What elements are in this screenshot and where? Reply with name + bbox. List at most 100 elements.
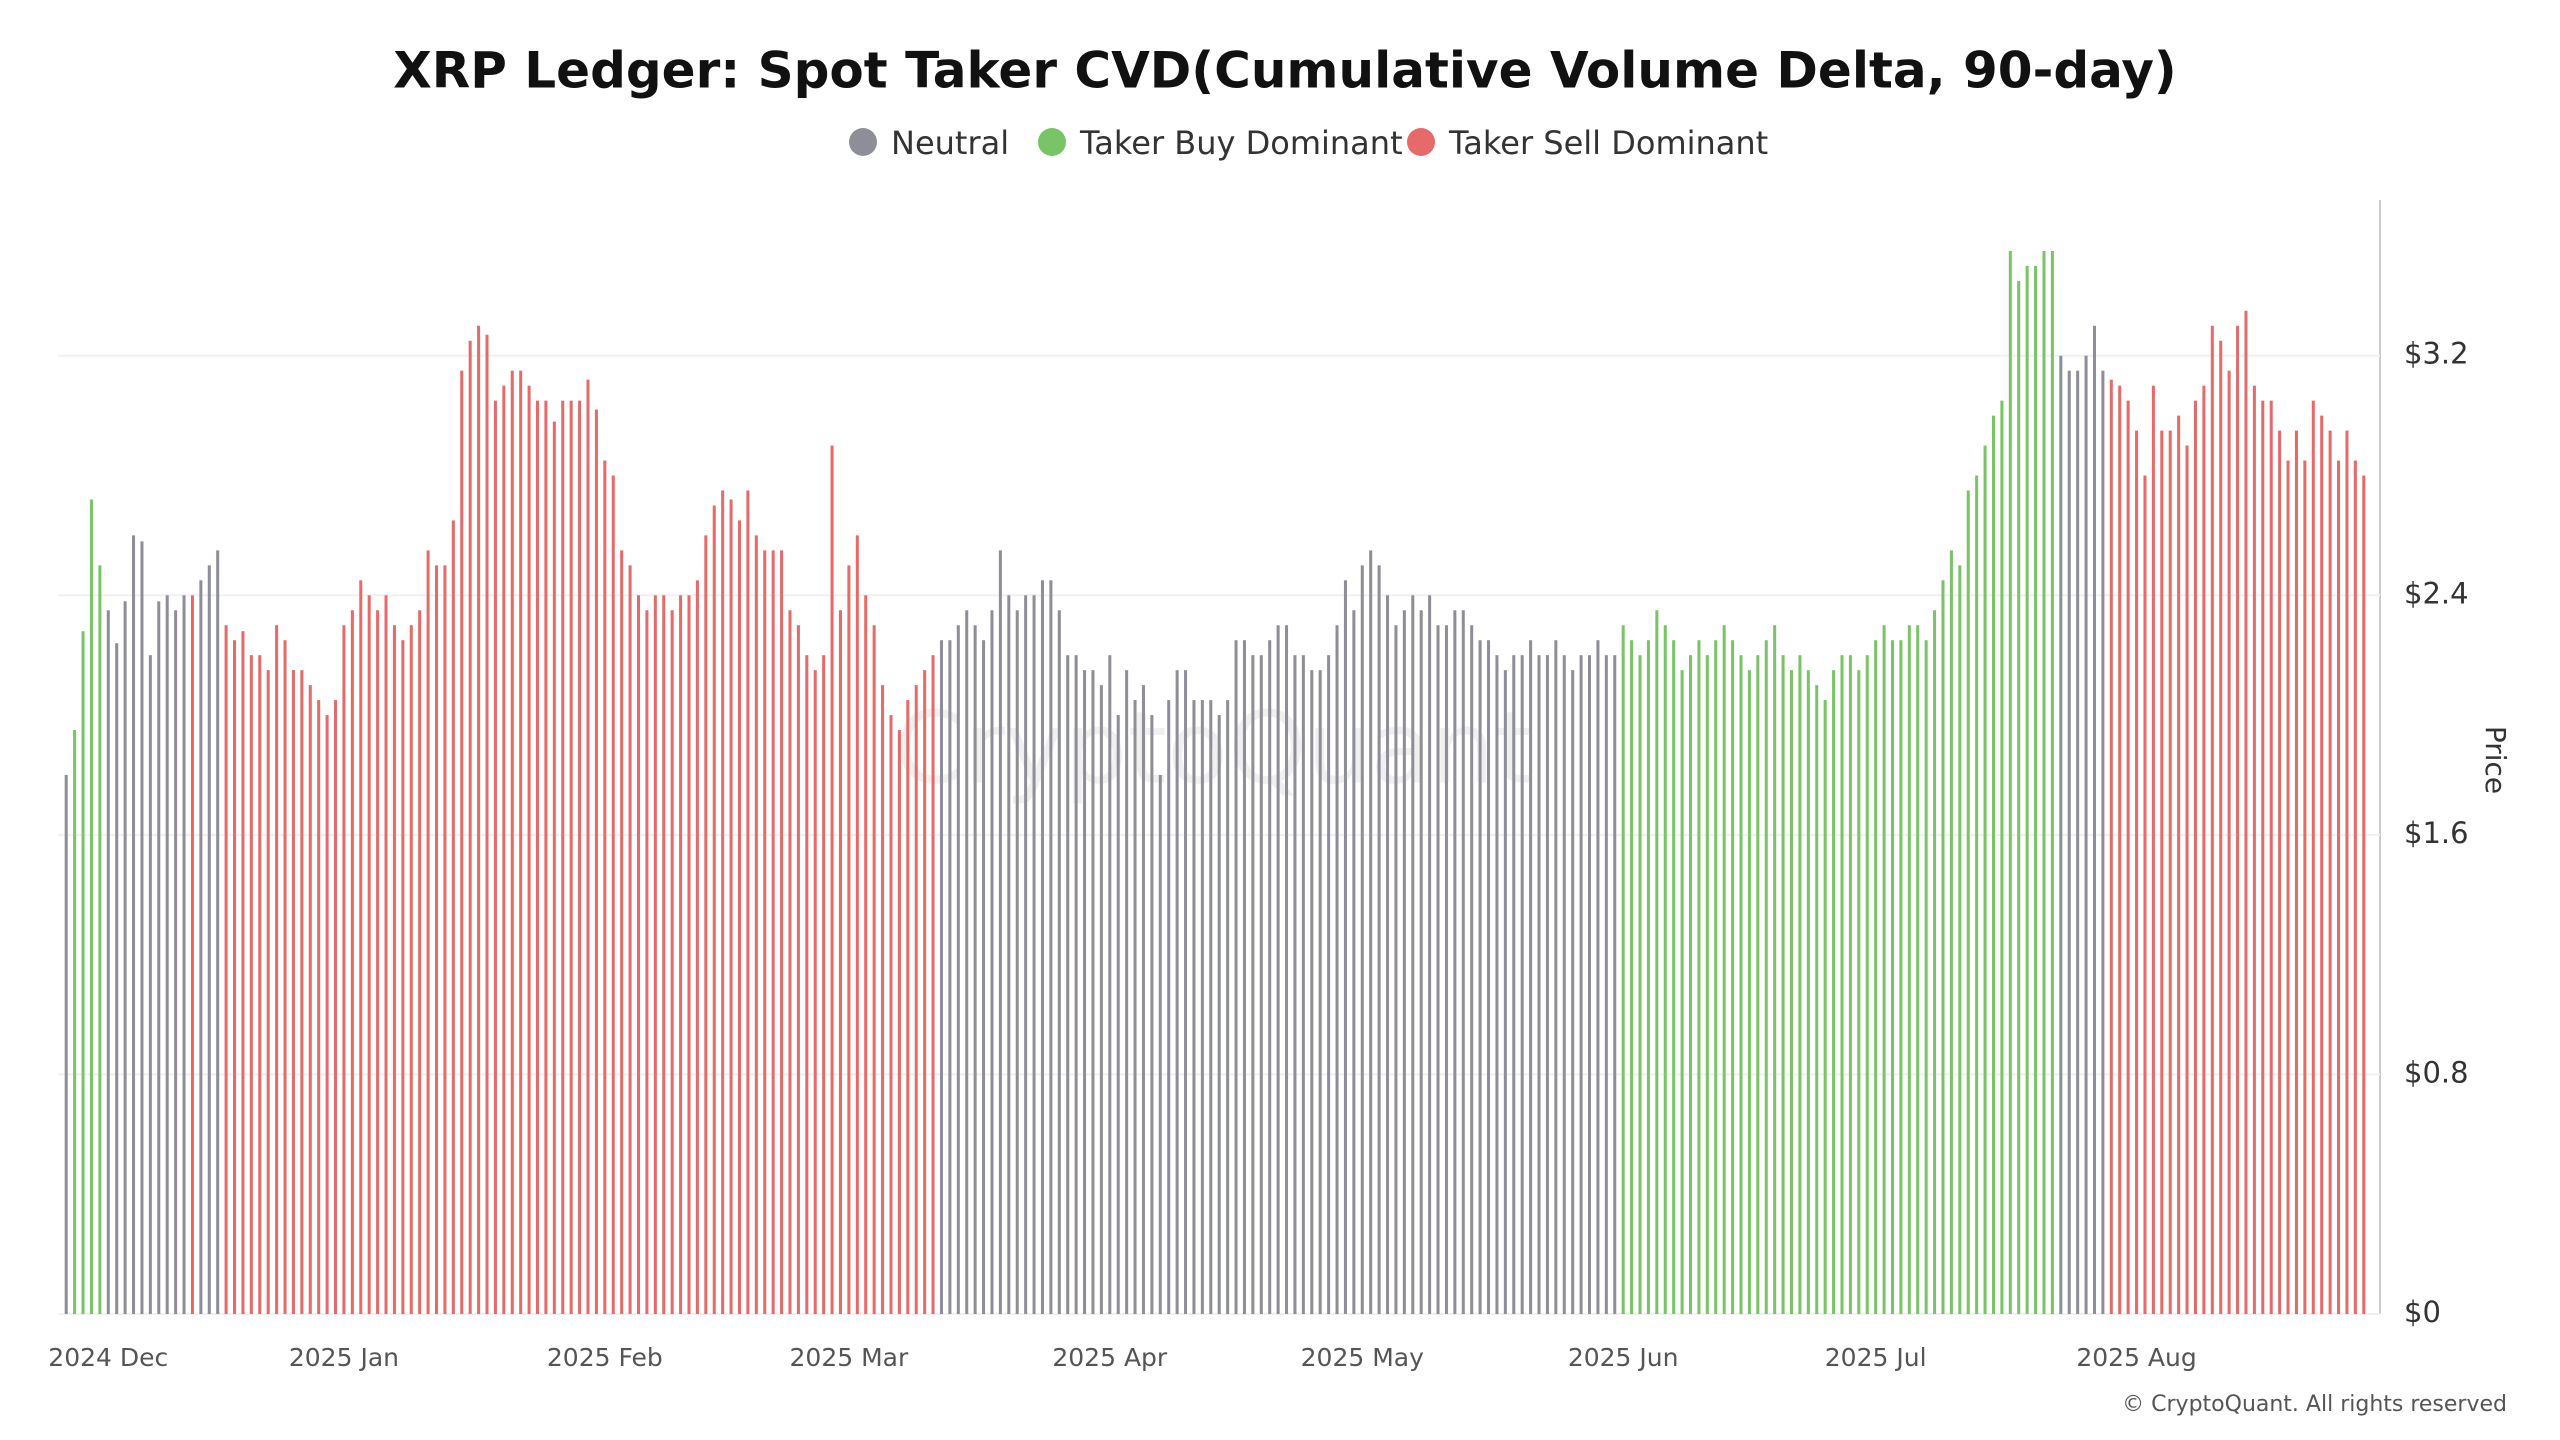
bar	[89, 499, 93, 1314]
bar	[1268, 640, 1272, 1314]
bar	[1293, 655, 1297, 1314]
bar	[1587, 655, 1592, 1314]
bar	[2151, 385, 2155, 1315]
bar	[1335, 625, 1339, 1314]
bar	[788, 610, 792, 1314]
bar	[1495, 655, 1499, 1314]
bar	[1461, 610, 1465, 1314]
bar	[1646, 640, 1650, 1314]
bar	[1453, 610, 1457, 1314]
bar	[561, 400, 565, 1314]
bar	[1209, 700, 1213, 1314]
bar	[140, 541, 144, 1314]
bar	[1596, 640, 1600, 1314]
bar	[1890, 640, 1895, 1314]
bar	[1512, 655, 1516, 1314]
bar	[199, 580, 203, 1314]
bar	[603, 460, 607, 1315]
bar	[2126, 400, 2130, 1314]
bar	[1840, 655, 1844, 1314]
x-tick-label: 2024 Dec	[48, 1343, 168, 1372]
bar	[982, 640, 986, 1314]
bar	[721, 490, 725, 1314]
bar	[350, 610, 354, 1314]
bar	[1057, 610, 1061, 1314]
x-tick-label: 2025 May	[1301, 1343, 1424, 1372]
bar	[780, 550, 784, 1314]
bar	[754, 535, 758, 1314]
bar	[1874, 640, 1878, 1314]
legend-label: Taker Buy Dominant	[1079, 124, 1403, 162]
bar	[1091, 670, 1095, 1314]
bar	[1806, 670, 1810, 1314]
bar	[2109, 379, 2113, 1314]
bar	[275, 625, 279, 1314]
bar	[1276, 625, 1280, 1314]
bar	[636, 595, 641, 1314]
bar	[1882, 625, 1886, 1314]
bar	[704, 535, 708, 1314]
bar	[1604, 655, 1608, 1314]
bar	[73, 730, 77, 1314]
bar	[2210, 325, 2214, 1315]
bar	[2160, 430, 2164, 1314]
bar	[1242, 640, 1246, 1314]
bar	[1697, 640, 1701, 1314]
bar	[1200, 700, 1204, 1314]
bar	[1562, 655, 1566, 1314]
bar	[468, 340, 472, 1314]
bar	[1672, 640, 1676, 1314]
bar	[1571, 670, 1575, 1314]
bar	[956, 625, 960, 1314]
legend-item: Taker Buy Dominant	[1038, 124, 1403, 162]
y-tick-label: $0	[2404, 1295, 2441, 1329]
x-tick-label: 2025 Jul	[1825, 1343, 1927, 1372]
bar	[923, 670, 927, 1314]
bar	[1823, 700, 1827, 1314]
bar	[948, 640, 952, 1314]
bar	[1924, 640, 1928, 1314]
bar	[2143, 475, 2147, 1314]
bar	[763, 550, 767, 1314]
bar	[1975, 475, 1979, 1314]
bar	[2244, 310, 2248, 1314]
bar	[477, 325, 481, 1315]
bar	[1318, 670, 1322, 1314]
bar	[2337, 460, 2341, 1315]
bar	[1520, 655, 1524, 1314]
bar	[376, 610, 380, 1314]
bar	[1865, 655, 1869, 1314]
legend-swatch	[1038, 128, 1066, 156]
bar	[1916, 625, 1920, 1314]
bar	[2236, 325, 2240, 1315]
bar	[485, 334, 489, 1314]
bar	[1015, 610, 1019, 1314]
bar	[611, 475, 615, 1314]
bar	[1066, 655, 1070, 1314]
bar	[1192, 700, 1196, 1314]
bar	[544, 400, 548, 1314]
bar	[1529, 640, 1533, 1314]
bar	[451, 520, 455, 1314]
bar	[1789, 670, 1794, 1314]
bar	[2084, 355, 2088, 1314]
legend-swatch	[1407, 128, 1435, 156]
bar	[2059, 355, 2063, 1314]
bar	[552, 421, 556, 1314]
bar	[249, 655, 253, 1314]
bar	[182, 595, 186, 1314]
bar	[2034, 265, 2038, 1314]
bar	[493, 400, 497, 1314]
bar	[586, 379, 590, 1314]
bar	[1217, 715, 1221, 1314]
bar	[2303, 460, 2307, 1315]
bar	[2353, 460, 2357, 1315]
bar	[1167, 700, 1171, 1314]
bar	[796, 625, 800, 1314]
bar	[1613, 655, 1617, 1314]
bar	[1377, 565, 1381, 1314]
bar	[1688, 655, 1693, 1314]
bar	[889, 715, 893, 1314]
bar	[317, 700, 321, 1314]
